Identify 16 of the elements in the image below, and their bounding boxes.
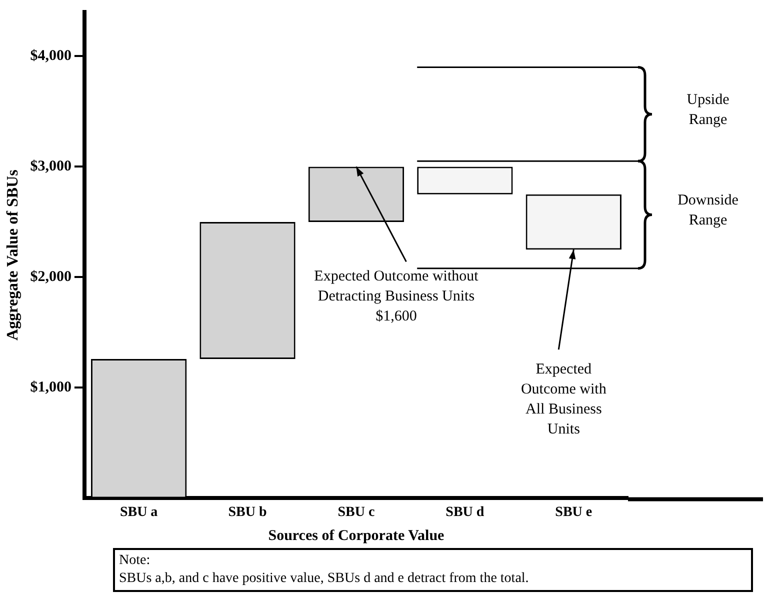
text: Upside Range xyxy=(686,92,730,128)
text: Downside Range xyxy=(678,192,739,229)
x-tick-label: SBU a xyxy=(120,505,158,520)
x-tick-label: SBU e xyxy=(555,505,592,520)
x-axis-title: Sources of Corporate Value xyxy=(268,528,445,544)
x-tick-label: SBU d xyxy=(446,505,484,520)
y-tick-label: $1,000 xyxy=(30,380,72,396)
text: Note: SBUs a,b, and c have positive value, SBUs d and e detract from the total. xyxy=(113,548,753,592)
y-axis-title: Aggregate Value of SBUs xyxy=(4,170,22,341)
annotation: Expected Outcome without Detracting Business Units $1,600 xyxy=(314,268,480,325)
x-tick-label: SBU b xyxy=(228,505,267,520)
annotation: Expected Outcome with All Business Units xyxy=(520,362,607,438)
y-tick-label: $3,000 xyxy=(30,158,72,175)
y-tick-label: $2,000 xyxy=(30,269,72,286)
y-tick-label: $4,000 xyxy=(30,48,72,64)
x-tick-label: SBU c xyxy=(338,505,375,520)
